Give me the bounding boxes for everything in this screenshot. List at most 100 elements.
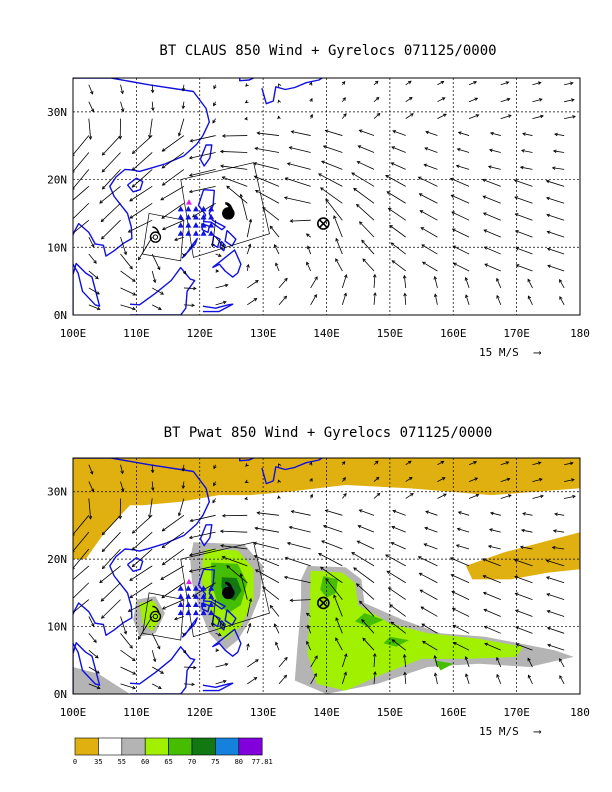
- wind-vector: [532, 81, 542, 86]
- coastline: [261, 458, 324, 485]
- colorbar-label: 55: [118, 758, 126, 766]
- wind-vector: [88, 304, 101, 311]
- wind-vector: [100, 202, 121, 223]
- wind-vector: [213, 101, 217, 107]
- wind-vector: [278, 295, 288, 306]
- wind-vector: [559, 658, 565, 668]
- wind-vector: [419, 589, 438, 600]
- colorbar-label: 77.81: [252, 758, 273, 766]
- colorbar-label: 75: [211, 758, 219, 766]
- observation-marker: [208, 222, 215, 228]
- wind-vector: [456, 148, 470, 153]
- wind-vector: [423, 543, 438, 550]
- wind-vector: [341, 292, 347, 305]
- wind-vector: [129, 202, 153, 219]
- wind-vector: [215, 253, 222, 257]
- wind-vector: [489, 131, 501, 136]
- wind-vector: [358, 129, 375, 136]
- wind-vector: [417, 176, 438, 187]
- coastline: [238, 458, 256, 462]
- gyre-center-icon: [317, 596, 330, 610]
- wind-vector: [554, 512, 565, 517]
- x-tick-label: 100E: [60, 706, 87, 719]
- wind-vector: [306, 261, 312, 272]
- colorbar-swatch: [191, 737, 216, 756]
- wind-vector: [341, 274, 348, 289]
- wind-vector: [100, 582, 121, 602]
- wind-vector: [307, 245, 312, 255]
- pwat-region: [73, 458, 162, 694]
- wind-vector: [391, 525, 406, 533]
- coastline: [202, 682, 234, 692]
- wind-vector: [532, 478, 543, 482]
- wind-vector: [420, 227, 438, 238]
- wind-vector: [246, 218, 253, 238]
- wind-vector: [362, 637, 375, 651]
- wind-vector: [373, 460, 379, 466]
- observation-marker: [177, 213, 184, 220]
- wind-vector: [496, 294, 502, 305]
- wind-vector: [289, 219, 311, 223]
- wind-vector: [465, 673, 470, 685]
- wind-vector: [355, 583, 375, 600]
- observation-marker: [192, 601, 199, 607]
- wind-vector: [245, 83, 249, 87]
- wind-vector: [275, 262, 280, 272]
- wind-vector: [244, 99, 249, 104]
- wind-vector: [392, 130, 406, 136]
- wind-vector: [450, 574, 470, 584]
- wind-vector: [151, 650, 157, 663]
- wind-vector: [353, 187, 375, 204]
- observation-marker: [185, 205, 192, 212]
- wind-vector: [181, 84, 186, 92]
- wind-vector: [88, 649, 99, 659]
- observation-marker: [200, 593, 207, 599]
- wind-vector: [468, 81, 478, 86]
- wind-vector: [482, 178, 501, 187]
- wind-vector: [137, 236, 153, 261]
- wind-vector: [421, 640, 438, 651]
- colorbar-label: 0: [73, 758, 77, 766]
- colorbar-swatch: [144, 737, 169, 756]
- wind-vector: [131, 152, 153, 171]
- x-tick-label: 130E: [250, 327, 277, 340]
- wind-vector: [219, 529, 248, 533]
- wind-vector: [278, 83, 282, 88]
- observation-marker: [185, 609, 192, 616]
- wind-vector: [484, 263, 501, 272]
- wind-vector: [390, 242, 406, 255]
- wind-vector: [390, 542, 406, 550]
- wind-vector: [308, 461, 313, 466]
- wind-vector: [405, 493, 414, 499]
- wind-vector: [161, 599, 185, 610]
- wind-vector: [392, 509, 406, 516]
- wind-vector: [118, 118, 123, 140]
- wind-vector: [88, 498, 93, 520]
- wind-vector: [161, 514, 185, 532]
- wind-vector: [290, 130, 311, 136]
- wind-vector: [520, 149, 533, 153]
- colorbar-swatch: [74, 737, 99, 756]
- wind-vector: [161, 152, 185, 169]
- wind-vector: [320, 187, 343, 204]
- wind-vector: [514, 213, 533, 221]
- wind-vector: [545, 559, 565, 567]
- wind-vector: [244, 479, 249, 484]
- wind-vector: [514, 609, 533, 617]
- wind-vector: [341, 653, 348, 668]
- wind-vector: [101, 515, 121, 536]
- wind-vector: [215, 236, 225, 248]
- wind-vector: [564, 461, 574, 466]
- wind-vector: [513, 558, 533, 567]
- wind-vector: [361, 239, 375, 255]
- wind-vector: [88, 633, 97, 644]
- observation-marker: [192, 213, 199, 220]
- wind-vector: [277, 99, 281, 104]
- wind-vector: [88, 287, 100, 295]
- wind-vector: [220, 164, 248, 170]
- wind-vector: [120, 464, 124, 475]
- wind-vector: [559, 278, 565, 289]
- wind-vector: [88, 253, 97, 264]
- wind-vector: [468, 461, 478, 466]
- wind-vector: [160, 565, 185, 580]
